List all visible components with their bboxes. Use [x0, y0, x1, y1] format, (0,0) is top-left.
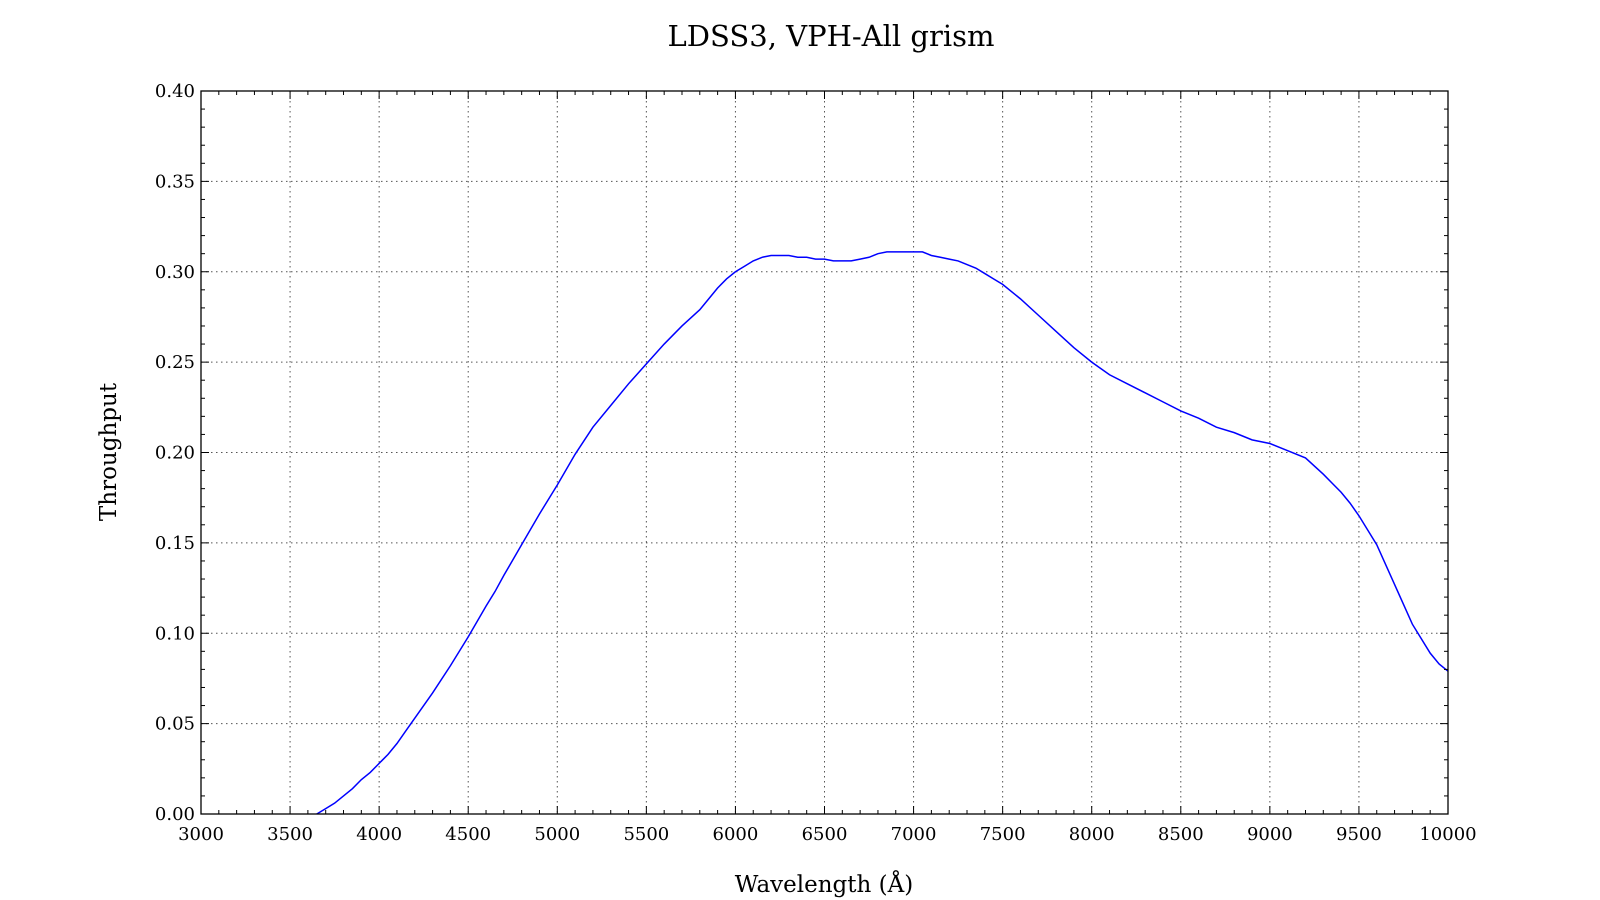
y-tick-labels: 0.00 0.05 0.10 0.15 0.20 0.25 0.30 0.35 0.40 [155, 81, 195, 825]
y-tick-label: 0.35 [155, 171, 195, 192]
x-tick-label: 5000 [534, 824, 580, 845]
y-axis-label: Throughput [96, 382, 122, 521]
y-tick-label: 0.25 [155, 352, 195, 373]
x-tick-label: 8500 [1158, 824, 1204, 845]
y-tick-label: 0.10 [155, 623, 195, 644]
x-tick-label: 9000 [1247, 824, 1293, 845]
y-tick-label: 0.30 [155, 262, 195, 283]
series-layer [316, 251, 1449, 815]
x-tick-label: 4500 [445, 824, 491, 845]
y-tick-label: 0.05 [155, 714, 195, 735]
y-tick-label: 0.40 [155, 81, 195, 102]
x-tick-label: 7500 [980, 824, 1026, 845]
y-tick-label: 0.00 [155, 804, 195, 825]
x-tick-label: 4000 [356, 824, 402, 845]
x-tick-label: 6000 [713, 824, 759, 845]
y-tick-label: 0.20 [155, 443, 195, 464]
grid [201, 91, 1448, 814]
x-tick-labels: 3000 3500 4000 4500 5000 5500 6000 6500 7000 7500… [178, 824, 1477, 845]
x-axis-label: Wavelength (Å) [735, 870, 913, 898]
chart-title: LDSS3, VPH-All grism [668, 19, 995, 53]
x-tick-label: 3500 [267, 824, 313, 845]
axis-ticks [200, 90, 1449, 815]
x-tick-label: 10000 [1419, 824, 1476, 845]
x-tick-label: 8000 [1069, 824, 1115, 845]
x-tick-label: 5500 [623, 824, 669, 845]
x-tick-label: 6500 [802, 824, 848, 845]
x-tick-label: 3000 [178, 824, 224, 845]
x-tick-label: 7000 [891, 824, 937, 845]
series-line-0 [316, 251, 1449, 815]
y-tick-label: 0.15 [155, 533, 195, 554]
x-tick-label: 9500 [1336, 824, 1382, 845]
